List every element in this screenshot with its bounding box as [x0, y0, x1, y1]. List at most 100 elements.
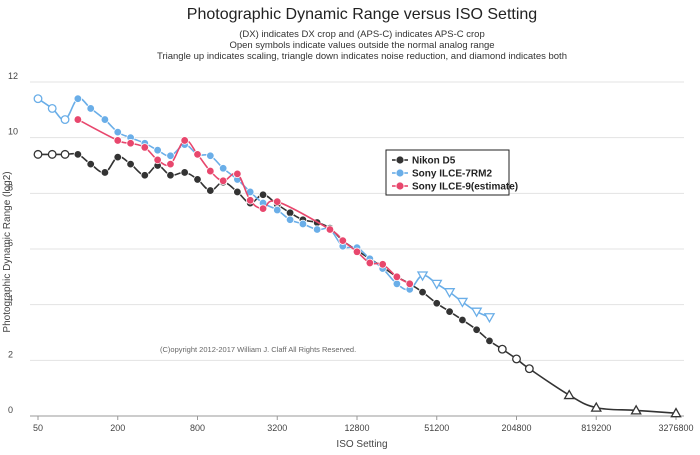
data-point[interactable]: [352, 247, 362, 256]
data-point-triangle-up[interactable]: [563, 389, 575, 400]
legend: Nikon D5 Sony ILCE-7RM2 Sony ILCE-9(estima…: [385, 149, 518, 196]
data-point-triangle-up[interactable]: [670, 407, 682, 418]
data-point[interactable]: [458, 315, 467, 325]
legend-item-sony-ilce-7rm2[interactable]: Sony ILCE-7RM2: [392, 169, 492, 180]
data-point[interactable]: [73, 150, 83, 159]
data-point[interactable]: [524, 364, 534, 374]
data-point[interactable]: [218, 164, 228, 173]
data-point[interactable]: [273, 205, 282, 215]
data-point[interactable]: [193, 150, 202, 159]
data-point[interactable]: [33, 149, 43, 159]
data-point-triangle-down[interactable]: [443, 288, 456, 299]
data-point[interactable]: [233, 169, 242, 179]
data-point[interactable]: [73, 94, 83, 103]
chart-subtitle-line-3: Triangle up indicates scaling, triangle …: [157, 51, 567, 62]
data-point[interactable]: [60, 149, 70, 159]
legend-swatch-marker: [395, 181, 405, 191]
x-tick-label: 12800: [344, 423, 369, 433]
data-point[interactable]: [126, 159, 135, 169]
data-point[interactable]: [33, 94, 43, 104]
data-point[interactable]: [445, 307, 454, 316]
data-point[interactable]: [258, 190, 268, 199]
y-tick-label: 4: [8, 294, 13, 304]
data-point[interactable]: [47, 149, 57, 159]
data-point[interactable]: [512, 354, 521, 364]
data-point[interactable]: [338, 236, 347, 245]
data-point[interactable]: [100, 168, 110, 177]
data-point[interactable]: [86, 159, 95, 169]
copyright-notice: (C)opyright 2012-2017 William J. Claff A…: [160, 345, 356, 354]
data-point[interactable]: [378, 260, 387, 269]
data-point[interactable]: [153, 155, 162, 165]
x-tick-label: 3276800: [658, 423, 693, 433]
data-point[interactable]: [73, 115, 83, 124]
data-point[interactable]: [193, 175, 202, 184]
data-point[interactable]: [246, 196, 255, 205]
data-point[interactable]: [180, 168, 189, 177]
data-point[interactable]: [497, 344, 507, 354]
series-sony-ilce-9-estimate: [73, 115, 414, 288]
data-point[interactable]: [312, 225, 322, 234]
data-point[interactable]: [166, 159, 175, 169]
data-point-triangle-up[interactable]: [630, 404, 642, 415]
data-point-triangle-down[interactable]: [483, 313, 496, 324]
data-point[interactable]: [392, 279, 402, 288]
data-point[interactable]: [472, 325, 481, 334]
y-tick-label: 2: [8, 349, 13, 359]
data-point[interactable]: [180, 136, 189, 145]
data-point[interactable]: [285, 208, 295, 218]
x-tick-label: 800: [190, 423, 205, 433]
data-point[interactable]: [405, 279, 414, 288]
data-point[interactable]: [47, 103, 57, 113]
chart-title: Photographic Dynamic Range versus ISO Se…: [187, 6, 537, 23]
data-point[interactable]: [218, 176, 228, 186]
x-tick-label: 819200: [581, 423, 611, 433]
x-tick-label: 204800: [501, 423, 531, 433]
data-point[interactable]: [325, 225, 335, 234]
data-point[interactable]: [113, 127, 122, 137]
x-axis-label: ISO Setting: [336, 439, 387, 450]
legend-item-sony-ilce-9-estimate[interactable]: Sony ILCE-9(estimate): [392, 182, 518, 193]
data-point[interactable]: [60, 115, 70, 125]
y-tick-label: 12: [8, 71, 18, 81]
data-point[interactable]: [113, 152, 122, 162]
y-tick-label: 10: [8, 127, 18, 137]
data-point[interactable]: [140, 143, 149, 152]
data-point-triangle-down[interactable]: [416, 271, 429, 282]
legend-item-nikon-d5[interactable]: Nikon D5: [392, 156, 456, 167]
data-point[interactable]: [206, 186, 215, 195]
data-point[interactable]: [273, 197, 282, 206]
x-tick-label: 3200: [267, 423, 287, 433]
series-group: [33, 94, 682, 418]
data-point[interactable]: [485, 336, 494, 346]
data-point-triangle-down[interactable]: [470, 307, 483, 318]
data-point-triangle-up[interactable]: [590, 401, 602, 412]
data-point[interactable]: [298, 219, 308, 229]
data-point[interactable]: [166, 171, 175, 180]
data-point[interactable]: [166, 151, 175, 160]
x-tick-label: 51200: [424, 423, 449, 433]
data-point-triangle-down[interactable]: [456, 297, 469, 308]
data-point[interactable]: [285, 215, 295, 224]
data-point[interactable]: [432, 299, 441, 308]
data-point[interactable]: [206, 166, 215, 176]
legend-label: Nikon D5: [412, 156, 456, 167]
data-point[interactable]: [392, 272, 402, 282]
data-point[interactable]: [153, 145, 162, 155]
data-point[interactable]: [86, 104, 95, 113]
data-point[interactable]: [418, 287, 427, 297]
data-point[interactable]: [100, 115, 110, 124]
series-nikon-d5: [33, 149, 682, 418]
data-point-triangle-down[interactable]: [431, 279, 443, 290]
y-tick-label: 6: [8, 238, 13, 248]
data-point[interactable]: [206, 151, 215, 160]
data-point[interactable]: [365, 258, 375, 268]
data-point[interactable]: [126, 139, 135, 148]
data-point[interactable]: [113, 136, 122, 145]
legend-swatch-marker: [395, 168, 405, 178]
data-point[interactable]: [233, 187, 242, 197]
data-point[interactable]: [258, 204, 268, 213]
y-tick-label: 8: [8, 182, 13, 192]
data-point[interactable]: [140, 171, 149, 180]
